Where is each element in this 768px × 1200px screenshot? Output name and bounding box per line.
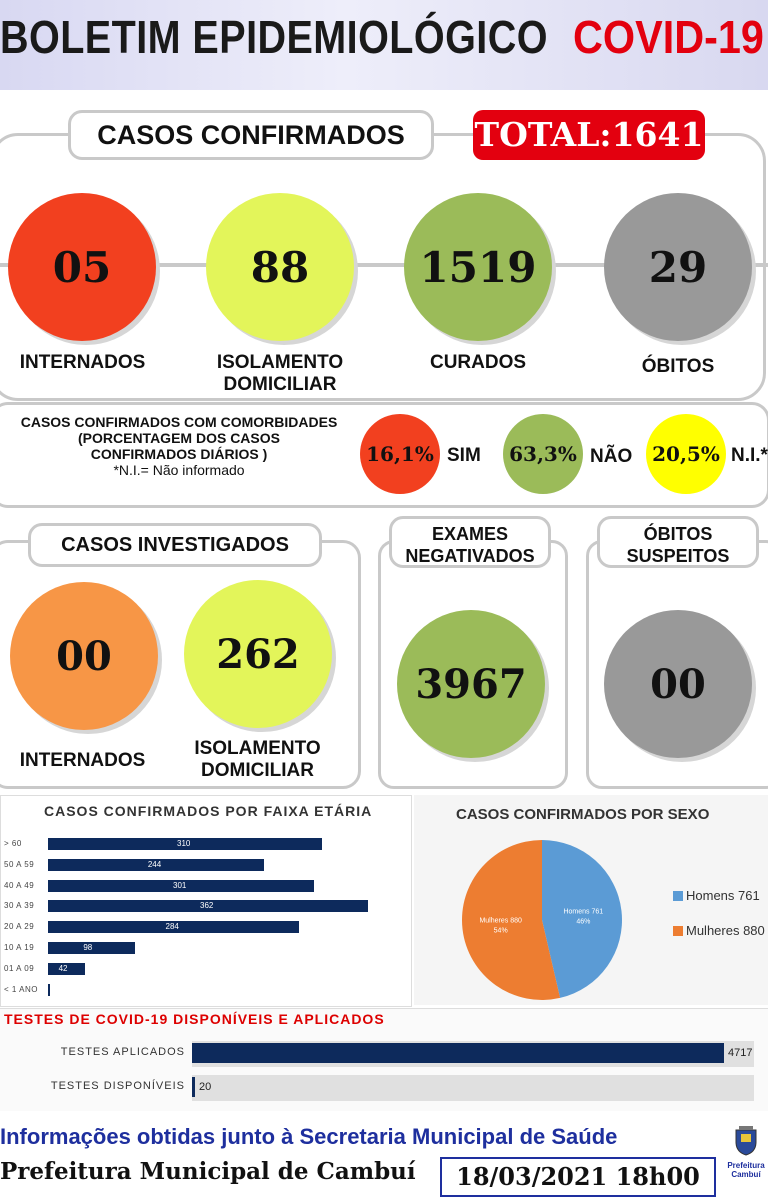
- suspect-title: ÓBITOS SUSPEITOS: [597, 516, 759, 568]
- negative-circle: 3967: [397, 610, 545, 758]
- tests-chart: TESTES APLICADOS 4717 TESTES DISPONÍVEIS 20: [0, 1035, 768, 1105]
- comorbidity-nao-value: 63,3%: [509, 442, 577, 466]
- investigated-isolamento-label: ISOLAMENTO DOMICILIAR: [194, 738, 321, 781]
- pie-slice: [542, 840, 623, 998]
- age-tick-label: < 1 ANO: [4, 984, 38, 994]
- total-badge: TOTAL:1641: [473, 110, 705, 160]
- page-title-covid: COVID-19: [573, 11, 764, 63]
- tests-tick-label: TESTES DISPONÍVEIS: [50, 1080, 185, 1092]
- confirmed-internados-circle: 05: [8, 193, 156, 341]
- age-bar-value: 42: [58, 963, 68, 973]
- confirmed-title: CASOS CONFIRMADOS: [68, 110, 434, 160]
- age-bar: [48, 921, 300, 934]
- comorbidity-sim-label: SIM: [447, 445, 481, 466]
- comorbidities-line1: CASOS CONFIRMADOS COM COMORBIDADES: [20, 414, 338, 430]
- tests-bar: [192, 1077, 195, 1097]
- comorbidity-nao-circle: 63,3%: [503, 414, 583, 494]
- page-title: BOLETIM EPIDEMIOLÓGICO: [0, 11, 548, 63]
- comorbidities-line2: (PORCENTAGEM DOS CASOS: [78, 430, 280, 446]
- age-bar: [48, 900, 368, 913]
- age-bar-value: 310: [177, 839, 191, 848]
- pie-slice-pct: 46%: [576, 918, 590, 925]
- age-chart: > 60 310 50 A 59 244 40 A 49 301 30 A 39 362 20 …: [0, 830, 410, 1000]
- age-bar-value: 301: [173, 880, 187, 890]
- tests-bar: [192, 1043, 724, 1063]
- comorbidity-sim-value: 16,1%: [366, 442, 434, 466]
- negative-value: 3967: [415, 660, 527, 708]
- confirmed-obitos-circle: 29: [604, 193, 752, 341]
- investigated-title: CASOS INVESTIGADOS: [28, 523, 322, 567]
- age-bar-value: 362: [200, 901, 214, 911]
- age-chart-title: CASOS CONFIRMADOS POR FAIXA ETÁRIA: [44, 803, 373, 819]
- connector: [0, 263, 768, 267]
- negative-title: EXAMES NEGATIVADOS: [389, 516, 551, 568]
- investigated-internados-label: INTERNADOS: [19, 750, 146, 771]
- age-bar: [48, 962, 86, 975]
- prefeitura-logo: Prefeitura Cambuí: [726, 1126, 766, 1196]
- investigated-isolamento-value: 262: [216, 630, 300, 678]
- logo-text: Prefeitura Cambuí: [727, 1161, 765, 1179]
- tests-chart-title: TESTES DE COVID-19 DISPONÍVEIS E APLICAD…: [4, 1011, 385, 1027]
- suspect-circle: 00: [604, 610, 752, 758]
- confirmed-obitos-value: 29: [648, 242, 708, 292]
- pie-slice-label: Homens 761: [563, 908, 603, 915]
- age-tick-label: 10 A 19: [4, 943, 35, 952]
- comorbidity-ni-label: N.I.*: [731, 445, 768, 466]
- comorbidity-ni-value: 20,5%: [652, 442, 720, 466]
- investigated-internados-value: 00: [56, 632, 112, 680]
- tests-bar-value: 20: [199, 1081, 212, 1093]
- comorbidity-nao-label: NÃO: [590, 446, 633, 467]
- comorbidities-text: CASOS CONFIRMADOS COM COMORBIDADES (PORC…: [0, 414, 358, 478]
- pie-slice: [462, 840, 561, 1000]
- confirmed-internados-label: INTERNADOS: [19, 352, 146, 373]
- legend-mulheres-swatch: [673, 926, 683, 936]
- footer-date: 18/03/2021 18h00: [440, 1157, 716, 1197]
- tests-tick-label: TESTES APLICADOS: [60, 1046, 185, 1058]
- footer-source: Informações obtidas junto à Secretaria M…: [0, 1124, 618, 1149]
- age-tick-label: 50 A 59: [4, 859, 35, 869]
- legend-mulheres: Mulheres 880: [686, 923, 765, 938]
- confirmed-curados-circle: 1519: [404, 193, 552, 341]
- confirmed-obitos-label: ÓBITOS: [641, 356, 715, 377]
- age-tick-label: 01 A 09: [4, 963, 35, 973]
- confirmed-isolamento-circle: 88: [206, 193, 354, 341]
- confirmed-internados-value: 05: [52, 242, 112, 292]
- age-tick-label: > 60: [4, 839, 22, 848]
- age-bar: [48, 879, 315, 892]
- age-bar-value: 284: [165, 922, 179, 932]
- confirmed-isolamento-label: ISOLAMENTO DOMICILIAR: [216, 352, 344, 395]
- confirmed-curados-value: 1519: [419, 242, 537, 292]
- sex-pie: Homens 761 46% Mulheres 880 54%: [462, 840, 623, 1000]
- pie-slice-label: Mulheres 880: [479, 918, 522, 925]
- suspect-value: 00: [650, 660, 706, 708]
- comorbidity-ni-circle: 20,5%: [646, 414, 726, 494]
- comorbidities-line3: CONFIRMADOS DIÁRIOS ): [90, 446, 268, 462]
- comorbidities-line4: *N.I.= Não informado: [113, 462, 245, 478]
- age-bar: [48, 858, 264, 871]
- sex-chart-title: CASOS CONFIRMADOS POR SEXO: [456, 806, 710, 823]
- legend-homens-swatch: [673, 891, 683, 901]
- confirmed-isolamento-value: 88: [250, 242, 310, 292]
- age-tick-label: 20 A 29: [4, 922, 35, 932]
- age-bar: [48, 838, 323, 850]
- tests-bar-value: 4717: [728, 1047, 753, 1059]
- header-banner: [0, 0, 768, 90]
- investigated-internados-circle: 00: [10, 582, 158, 730]
- age-bar: [48, 983, 50, 996]
- legend-homens: Homens 761: [686, 888, 760, 903]
- tests-bar-track: [192, 1075, 754, 1101]
- age-bar-value: 98: [83, 943, 93, 952]
- age-tick-label: 30 A 39: [4, 901, 35, 911]
- confirmed-curados-label: CURADOS: [429, 352, 527, 373]
- pie-slice-pct: 54%: [494, 928, 508, 935]
- footer-prefeitura: Prefeitura Municipal de Cambuí: [0, 1158, 416, 1185]
- coat-of-arms-icon: [735, 1126, 757, 1156]
- investigated-isolamento-circle: 262: [184, 580, 332, 728]
- comorbidity-sim-circle: 16,1%: [360, 414, 440, 494]
- age-bar: [48, 942, 135, 954]
- age-tick-label: 40 A 49: [4, 880, 35, 890]
- age-bar-value: 244: [147, 859, 162, 869]
